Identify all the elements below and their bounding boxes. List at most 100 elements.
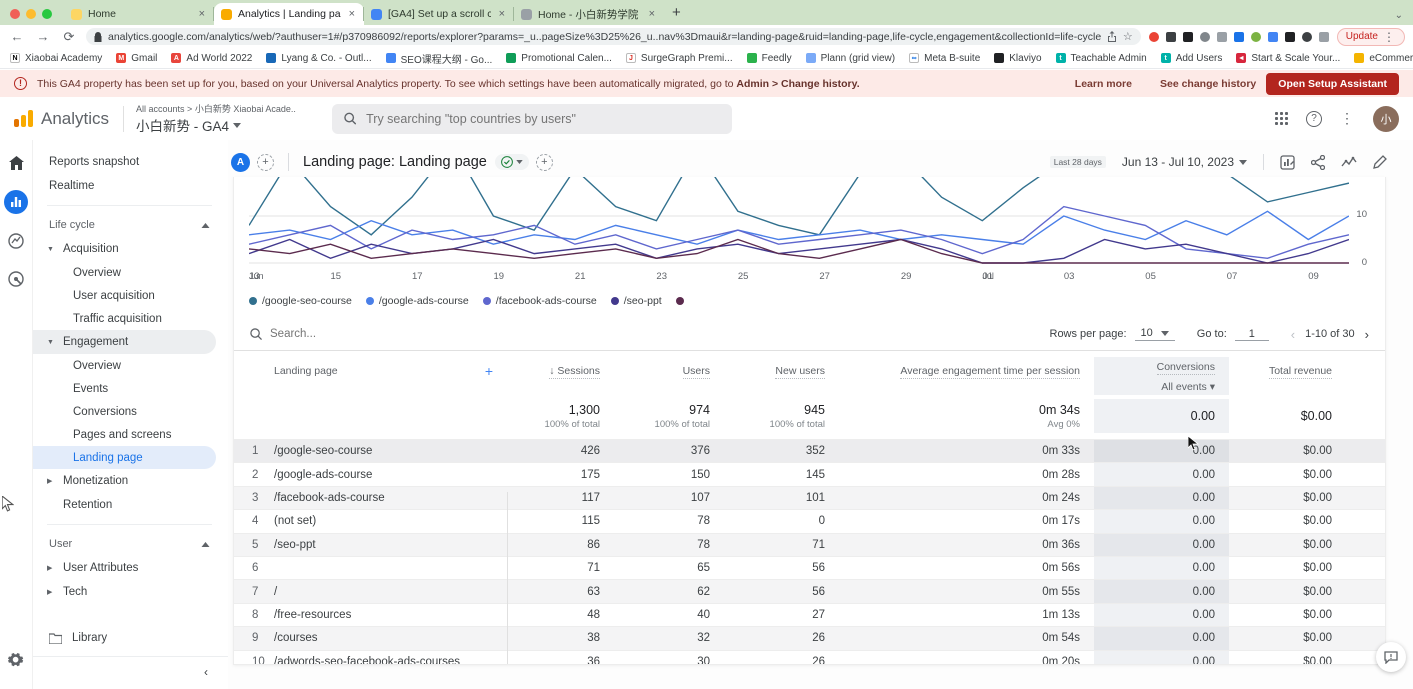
- edit-report-icon[interactable]: [1373, 155, 1387, 169]
- tab-close-icon[interactable]: ×: [497, 8, 507, 20]
- bookmark-item[interactable]: JSurgeGraph Premi...: [626, 53, 733, 64]
- col-landing-page[interactable]: Landing page: [274, 365, 338, 377]
- sidebar-item-realtime[interactable]: Realtime: [33, 174, 228, 198]
- extension-icon[interactable]: [1251, 32, 1261, 42]
- legend-item[interactable]: /facebook-ads-course: [483, 295, 597, 307]
- extension-icon[interactable]: [1234, 32, 1244, 42]
- more-options-icon[interactable]: ⋮: [1340, 110, 1355, 127]
- account-switcher[interactable]: All accounts > 小白新势 Xiaobai Acade.. 小白新势…: [136, 102, 296, 135]
- sidebar-item-life-cycle[interactable]: Life cycle: [33, 213, 228, 237]
- extension-icon[interactable]: [1200, 32, 1210, 42]
- extension-icon[interactable]: [1149, 32, 1159, 42]
- reports-nav-icon[interactable]: [4, 190, 28, 214]
- bookmark-item[interactable]: MGmail: [116, 53, 157, 64]
- sidebar-item-overview[interactable]: Overview: [33, 261, 228, 284]
- sidebar-item-engagement[interactable]: ▼Engagement: [33, 330, 216, 354]
- add-comparison-button[interactable]: +: [257, 154, 274, 171]
- table-search-input[interactable]: [270, 328, 590, 340]
- sidebar-item-overview[interactable]: Overview: [33, 354, 228, 377]
- apps-grid-icon[interactable]: [1275, 112, 1288, 125]
- col-users[interactable]: Users: [683, 365, 710, 379]
- sidebar-item-traffic-acquisition[interactable]: Traffic acquisition: [33, 307, 228, 330]
- legend-item[interactable]: /google-seo-course: [249, 295, 352, 307]
- help-icon[interactable]: ?: [1306, 111, 1322, 127]
- back-button[interactable]: ←: [8, 29, 26, 44]
- extension-icon[interactable]: [1183, 32, 1193, 42]
- browser-tab[interactable]: Home×: [64, 3, 214, 25]
- sidebar-item-landing-page[interactable]: Landing page: [33, 446, 216, 469]
- segment-chip[interactable]: A: [231, 153, 250, 172]
- extension-icon[interactable]: [1285, 32, 1295, 42]
- share-report-icon[interactable]: [1311, 155, 1325, 170]
- data-quality-badge[interactable]: [495, 154, 529, 170]
- collapse-sidenav-button[interactable]: ‹: [33, 657, 228, 689]
- rows-per-page-select[interactable]: 10: [1135, 327, 1175, 341]
- home-nav-icon[interactable]: [5, 152, 27, 174]
- legend-item[interactable]: /seo-ppt: [611, 295, 662, 307]
- browser-tab[interactable]: Home - 小白新势学院×: [514, 3, 664, 25]
- sidebar-item-user-attributes[interactable]: ▶User Attributes: [33, 556, 228, 580]
- bookmark-item[interactable]: AAd World 2022: [171, 53, 252, 64]
- extension-icon[interactable]: [1319, 32, 1329, 42]
- col-revenue[interactable]: Total revenue: [1269, 365, 1332, 379]
- sidebar-item-monetization[interactable]: ▶Monetization: [33, 469, 228, 493]
- close-window-icon[interactable]: [10, 9, 20, 19]
- legend-item[interactable]: /google-ads-course: [366, 295, 469, 307]
- explore-nav-icon[interactable]: [5, 230, 27, 252]
- minimize-window-icon[interactable]: [26, 9, 36, 19]
- address-bar[interactable]: analytics.google.com/analytics/web/?auth…: [86, 28, 1141, 45]
- insights-icon[interactable]: [1341, 156, 1357, 169]
- sidebar-item-library[interactable]: Library: [33, 622, 228, 657]
- goto-page-input[interactable]: [1235, 328, 1269, 341]
- col-engagement[interactable]: Average engagement time per session: [900, 365, 1080, 379]
- tab-close-icon[interactable]: ×: [647, 8, 657, 20]
- col-sessions[interactable]: ↓ Sessions: [549, 365, 600, 379]
- bookmark-item[interactable]: tAdd Users: [1161, 53, 1223, 64]
- feedback-button[interactable]: [1376, 642, 1406, 672]
- window-controls[interactable]: [0, 9, 64, 25]
- sidebar-item-user[interactable]: User: [33, 532, 228, 556]
- col-new-users[interactable]: New users: [775, 365, 825, 379]
- open-setup-assistant-button[interactable]: Open Setup Assistant: [1266, 73, 1399, 95]
- analytics-search[interactable]: [332, 104, 732, 134]
- browser-tab[interactable]: [GA4] Set up a scroll conversi×: [364, 3, 514, 25]
- sidebar-item-reports-snapshot[interactable]: Reports snapshot: [33, 150, 228, 174]
- extension-icon[interactable]: [1217, 32, 1227, 42]
- extension-icon[interactable]: [1268, 32, 1278, 42]
- browser-tab[interactable]: Analytics | Landing page: Land×: [214, 3, 364, 25]
- col-conversions[interactable]: Conversions: [1157, 361, 1215, 375]
- admin-gear-icon[interactable]: [5, 649, 27, 671]
- add-dimension-button[interactable]: +: [485, 363, 493, 379]
- all-events-filter[interactable]: All events ▾: [1161, 381, 1215, 393]
- share-icon[interactable]: [1107, 31, 1117, 42]
- advertising-nav-icon[interactable]: [5, 268, 27, 290]
- bookmark-item[interactable]: Feedly: [747, 53, 792, 64]
- sidebar-item-tech[interactable]: ▶Tech: [33, 580, 228, 604]
- analytics-logo-icon[interactable]: [14, 110, 33, 127]
- tab-overflow-chevron-icon[interactable]: ⌄: [1385, 10, 1413, 25]
- sidebar-item-pages-and-screens[interactable]: Pages and screens: [33, 423, 228, 446]
- bookmark-item[interactable]: ◄Start & Scale Your...: [1236, 53, 1340, 64]
- sidebar-item-events[interactable]: Events: [33, 377, 228, 400]
- forward-button[interactable]: →: [34, 29, 52, 44]
- add-report-tab-button[interactable]: +: [536, 154, 553, 171]
- search-input[interactable]: [366, 112, 720, 126]
- see-change-history-link[interactable]: See change history: [1160, 78, 1256, 90]
- bookmark-item[interactable]: tTeachable Admin: [1056, 53, 1147, 64]
- update-button[interactable]: Update ⋮: [1337, 28, 1405, 46]
- reload-button[interactable]: ⟳: [60, 29, 78, 45]
- avatar[interactable]: 小: [1373, 106, 1399, 132]
- bookmark-star-icon[interactable]: ☆: [1123, 30, 1133, 43]
- extension-icon[interactable]: [1166, 32, 1176, 42]
- bookmark-item[interactable]: NXiaobai Academy: [10, 53, 102, 64]
- new-tab-button[interactable]: +: [664, 4, 691, 25]
- next-page-icon[interactable]: ›: [1365, 327, 1369, 342]
- maximize-window-icon[interactable]: [42, 9, 52, 19]
- bookmark-item[interactable]: Klaviyo: [994, 53, 1041, 64]
- sidebar-item-conversions[interactable]: Conversions: [33, 400, 228, 423]
- extension-icon[interactable]: [1302, 32, 1312, 42]
- sidebar-item-retention[interactable]: Retention: [33, 493, 228, 517]
- bookmark-item[interactable]: Promotional Calen...: [506, 53, 612, 64]
- bookmark-item[interactable]: Lyang & Co. - Outl...: [266, 53, 371, 64]
- legend-item[interactable]: [676, 297, 689, 305]
